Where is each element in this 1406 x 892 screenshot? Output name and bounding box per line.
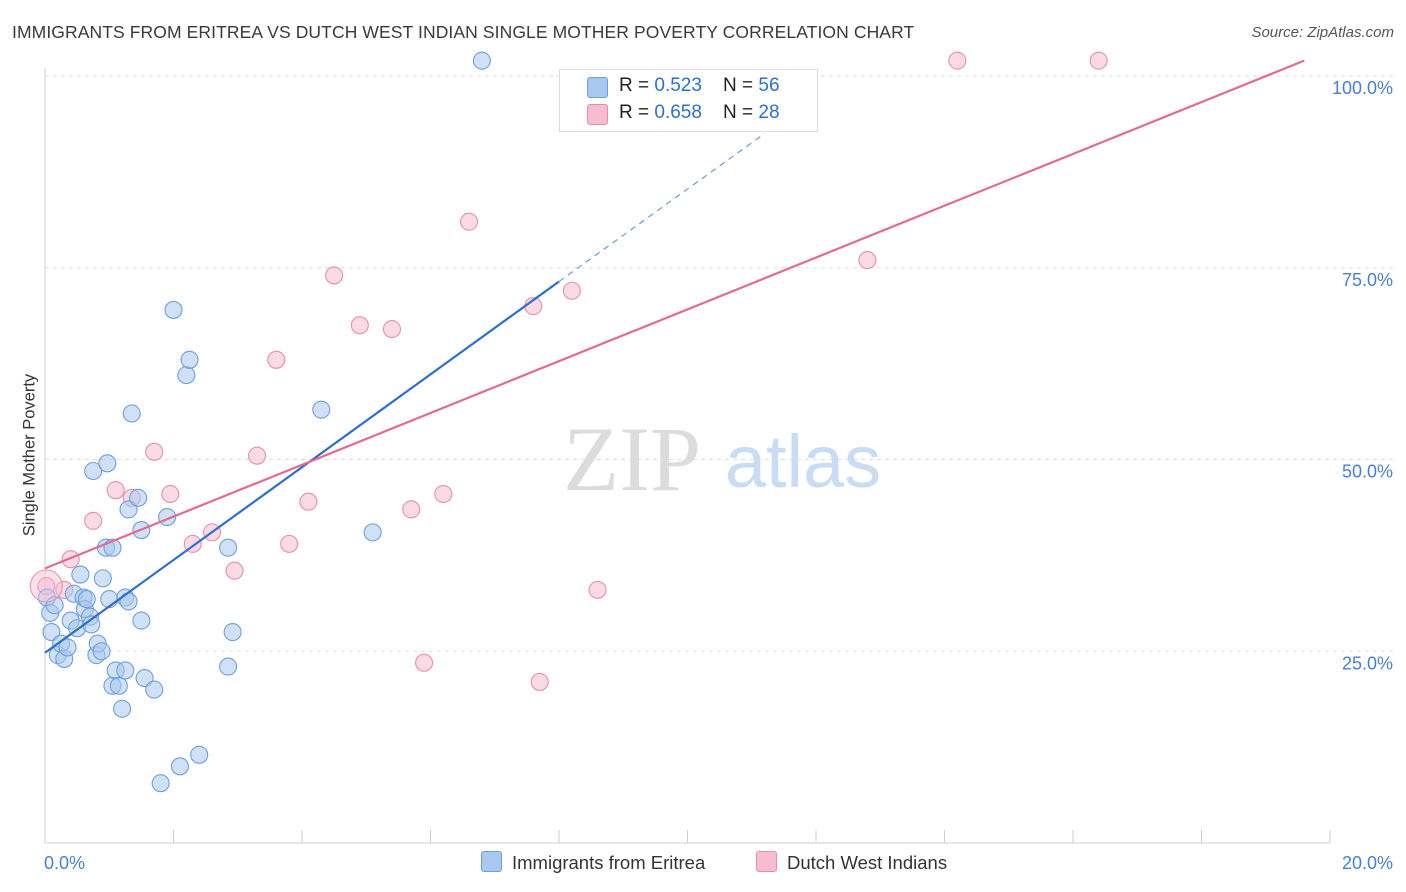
point-eritrea [93, 569, 112, 588]
y-tick-label: 100.0% [1332, 78, 1393, 98]
legend-n-value: 28 [758, 102, 780, 123]
point-dutch-west-indians-large [29, 569, 63, 603]
point-eritrea [71, 565, 90, 584]
point-eritrea [223, 623, 242, 642]
watermark-atlas: atlas [725, 420, 881, 503]
bottom-legend-dutch-west-indians: Dutch West Indians [756, 851, 947, 874]
legend-r-label: R = [619, 75, 655, 96]
legend-r-value: 0.523 [654, 75, 702, 96]
point-eritrea [98, 454, 117, 473]
point-eritrea [145, 680, 164, 699]
y-tick-label: 50.0% [1342, 462, 1393, 482]
point-dutch-west-indians [350, 316, 369, 335]
point-dutch-west-indians [106, 481, 125, 500]
point-eritrea [84, 461, 103, 481]
legend-swatch-blue [587, 77, 608, 98]
point-eritrea [77, 590, 96, 609]
trend-line-eritrea [44, 280, 560, 654]
point-dutch-west-indians [267, 350, 286, 369]
point-eritrea [45, 596, 64, 615]
point-eritrea [177, 366, 196, 385]
stats-legend: R = 0.523 N = 56 R = 0.658 N = 28 [559, 69, 818, 132]
point-dutch-west-indians [247, 446, 267, 465]
point-dutch-west-indians [459, 212, 479, 231]
trend-lines [44, 59, 1305, 654]
legend-r-label: R = [619, 102, 655, 123]
bottom-legend-label: Dutch West Indians [787, 852, 948, 873]
point-eritrea [219, 538, 238, 557]
watermark-zip: ZIP [563, 408, 701, 510]
point-eritrea [472, 51, 491, 70]
tick-labels: 25.0% 50.0% 75.0% 100.0% 0.0% 20.0% [44, 78, 1393, 873]
data-points [29, 51, 1108, 793]
point-dutch-west-indians [434, 484, 453, 504]
point-eritrea [312, 400, 331, 419]
point-dutch-west-indians [530, 672, 549, 691]
legend-n-label: N = [723, 75, 759, 96]
bottom-legend-swatch-blue [481, 851, 502, 872]
point-eritrea [190, 745, 209, 764]
point-dutch-west-indians [415, 653, 434, 672]
point-eritrea [164, 300, 183, 319]
trend-line-eritrea-extension [558, 133, 765, 283]
point-dutch-west-indians [299, 492, 318, 511]
y-tick-label: 75.0% [1342, 270, 1393, 290]
point-eritrea [92, 642, 111, 661]
point-dutch-west-indians [280, 534, 299, 553]
point-eritrea [129, 488, 148, 507]
bottom-legend-eritrea: Immigrants from Eritrea [481, 851, 705, 874]
axes [44, 68, 1331, 844]
chart-title: IMMIGRANTS FROM ERITREA VS DUTCH WEST IN… [12, 22, 915, 42]
point-dutch-west-indians [562, 281, 581, 300]
source-label: Source: ZipAtlas.com [1251, 24, 1394, 41]
legend-r-value: 0.658 [654, 102, 702, 123]
bottom-legend-label: Immigrants from Eritrea [512, 852, 706, 873]
point-dutch-west-indians [1089, 51, 1108, 70]
point-dutch-west-indians [858, 251, 877, 270]
point-eritrea [113, 699, 132, 718]
point-dutch-west-indians [225, 561, 244, 580]
point-eritrea [109, 676, 128, 695]
point-dutch-west-indians [145, 442, 164, 461]
y-axis-label: Single Mother Poverty [20, 373, 39, 537]
x-tick-label: 20.0% [1342, 853, 1393, 873]
point-eritrea [58, 638, 77, 657]
point-eritrea [170, 757, 189, 776]
trend-line-dutch-west-indians [44, 59, 1305, 570]
point-dutch-west-indians [588, 580, 607, 599]
point-eritrea [180, 350, 199, 369]
point-dutch-west-indians [325, 266, 344, 285]
point-dutch-west-indians [84, 511, 103, 530]
point-eritrea [151, 774, 170, 793]
bottom-legend-swatch-pink [756, 851, 777, 872]
point-eritrea [363, 523, 382, 542]
point-dutch-west-indians [382, 320, 402, 339]
legend-n-label: N = [723, 102, 759, 123]
point-eritrea [219, 657, 238, 676]
legend-swatch-pink [587, 104, 608, 125]
watermark: ZIP atlas [563, 408, 881, 510]
point-eritrea [122, 404, 141, 423]
legend-n-value: 56 [758, 75, 780, 96]
point-dutch-west-indians [402, 500, 421, 519]
point-eritrea [132, 611, 151, 630]
point-dutch-west-indians [161, 484, 180, 504]
grid-lines [45, 75, 1395, 652]
point-eritrea [116, 661, 135, 680]
y-tick-label: 25.0% [1342, 653, 1393, 673]
x-tick-label: 0.0% [44, 853, 85, 873]
point-dutch-west-indians [948, 51, 967, 70]
